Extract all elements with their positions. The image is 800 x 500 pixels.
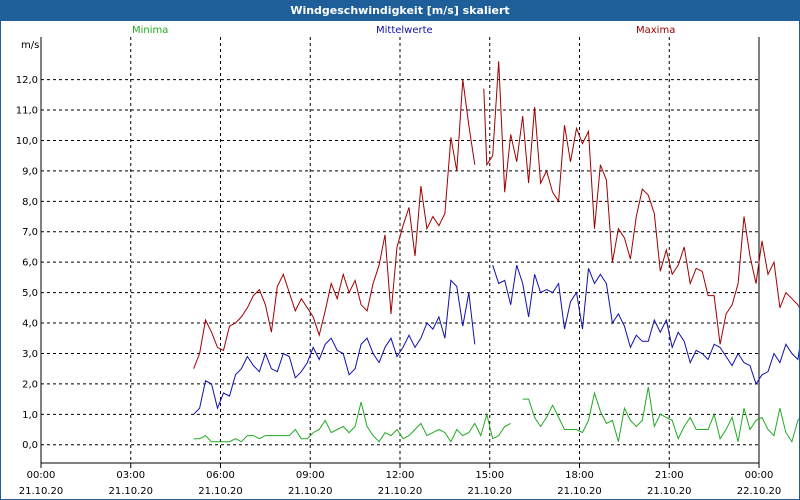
y-tick-label: 5,0 (22, 288, 38, 299)
x-tick-time: 03:00 (116, 470, 145, 481)
x-tick-date: 21.10.20 (467, 486, 512, 497)
y-tick-label: 3,0 (22, 349, 38, 360)
x-tick-time: 06:00 (206, 470, 235, 481)
y-tick-label: 0,0 (22, 440, 38, 451)
y-tick-label: 10,0 (16, 136, 38, 147)
x-tick-date: 21.10.20 (378, 486, 423, 497)
legend-minima-label: Minima (132, 25, 169, 36)
x-tick-date: 21.10.20 (198, 486, 243, 497)
y-tick-label: 6,0 (22, 258, 38, 269)
x-tick-time: 00:00 (745, 470, 774, 481)
series-line-minima (522, 386, 799, 443)
legend-minima: Minima (132, 25, 168, 36)
x-tick-date: 21.10.20 (19, 486, 64, 497)
x-tick-time: 09:00 (296, 470, 325, 481)
x-tick-time: 15:00 (475, 470, 504, 481)
x-tick-date: 22.10.20 (737, 486, 782, 497)
x-tick-date: 21.10.20 (647, 486, 692, 497)
legend-maxima-label: Maxima (636, 25, 676, 36)
x-tick-time: 12:00 (386, 470, 415, 481)
legend-mittelwerte-label: Mittelwerte (376, 25, 433, 36)
series-line-maxima (483, 61, 799, 345)
y-tick-label: 11,0 (16, 106, 38, 117)
legend-maxima: Maxima (636, 25, 675, 36)
y-tick-label: 8,0 (22, 197, 38, 208)
x-tick-date: 21.10.20 (557, 486, 602, 497)
x-tick-date: 21.10.20 (108, 486, 153, 497)
x-tick-time: 21:00 (655, 470, 684, 481)
series-line-maxima (193, 79, 476, 369)
y-tick-label: 9,0 (22, 166, 38, 177)
y-tick-label: 1,0 (22, 410, 38, 421)
y-tick-label: 12,0 (16, 75, 38, 86)
x-tick-time: 00:00 (27, 470, 56, 481)
y-tick-label: 7,0 (22, 227, 38, 238)
x-tick-date: 21.10.20 (288, 486, 333, 497)
x-tick-time: 18:00 (565, 470, 594, 481)
series-line-mittelwerte (193, 279, 476, 415)
legend-mittelwerte: Mittelwerte (376, 25, 433, 36)
series-line-minima (193, 401, 511, 443)
series-line-mittelwerte (492, 265, 799, 386)
y-tick-label: 2,0 (22, 379, 38, 390)
window-title: Windgeschwindigkeit [m/s] skaliert (1, 1, 799, 21)
y-axis-unit: m/s (21, 40, 40, 51)
y-tick-label: 4,0 (22, 319, 38, 330)
